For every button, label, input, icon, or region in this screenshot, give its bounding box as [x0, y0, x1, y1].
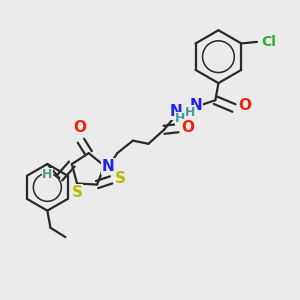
Text: H: H — [175, 112, 186, 125]
Text: O: O — [239, 98, 252, 113]
Text: H: H — [184, 106, 195, 118]
Text: N: N — [189, 98, 202, 113]
Text: H: H — [42, 169, 52, 182]
Text: O: O — [182, 120, 194, 135]
Text: N: N — [102, 159, 114, 174]
Text: N: N — [170, 104, 183, 119]
Text: S: S — [115, 171, 126, 186]
Text: Cl: Cl — [261, 35, 276, 49]
Text: O: O — [73, 120, 86, 135]
Text: S: S — [71, 185, 82, 200]
